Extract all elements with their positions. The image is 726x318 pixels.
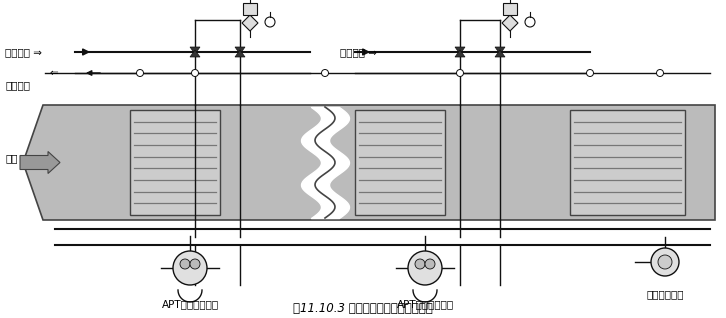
FancyArrow shape <box>20 151 60 174</box>
Polygon shape <box>455 47 465 54</box>
Text: 加热器组: 加热器组 <box>5 80 30 90</box>
Circle shape <box>656 70 664 77</box>
Polygon shape <box>190 47 200 54</box>
Circle shape <box>173 251 207 285</box>
Circle shape <box>136 70 144 77</box>
Bar <box>355 110 445 215</box>
Polygon shape <box>242 15 258 31</box>
Circle shape <box>457 70 463 77</box>
Polygon shape <box>502 15 518 31</box>
Text: 蒸汽进入 ⇒: 蒸汽进入 ⇒ <box>340 47 377 57</box>
Text: 蒸汽进入 ⇒: 蒸汽进入 ⇒ <box>5 47 42 57</box>
Text: 空气: 空气 <box>5 154 17 163</box>
Bar <box>243 3 257 15</box>
Text: APT自动疏水阀泵: APT自动疏水阀泵 <box>161 299 219 309</box>
Text: ⇐: ⇐ <box>50 68 59 78</box>
Text: APT自动疏水阀泵: APT自动疏水阀泵 <box>396 299 454 309</box>
Polygon shape <box>455 50 465 57</box>
Polygon shape <box>23 105 715 220</box>
Polygon shape <box>495 47 505 54</box>
Circle shape <box>425 259 435 269</box>
Circle shape <box>587 70 593 77</box>
Circle shape <box>415 259 425 269</box>
Circle shape <box>408 251 442 285</box>
Circle shape <box>190 259 200 269</box>
Polygon shape <box>190 50 200 57</box>
Bar <box>570 110 685 215</box>
Circle shape <box>322 70 328 77</box>
Circle shape <box>651 248 679 276</box>
Circle shape <box>265 17 275 27</box>
Bar <box>130 110 220 215</box>
Circle shape <box>192 70 198 77</box>
Circle shape <box>525 17 535 27</box>
Polygon shape <box>495 50 505 57</box>
Polygon shape <box>235 47 245 54</box>
Bar <box>503 3 517 15</box>
Text: 图11.10.3 加热器组上的自动疏水阀泵: 图11.10.3 加热器组上的自动疏水阀泵 <box>293 301 433 315</box>
Polygon shape <box>235 50 245 57</box>
Circle shape <box>180 259 190 269</box>
Text: 动力蒸汽疏水: 动力蒸汽疏水 <box>646 289 684 299</box>
Circle shape <box>658 255 672 269</box>
